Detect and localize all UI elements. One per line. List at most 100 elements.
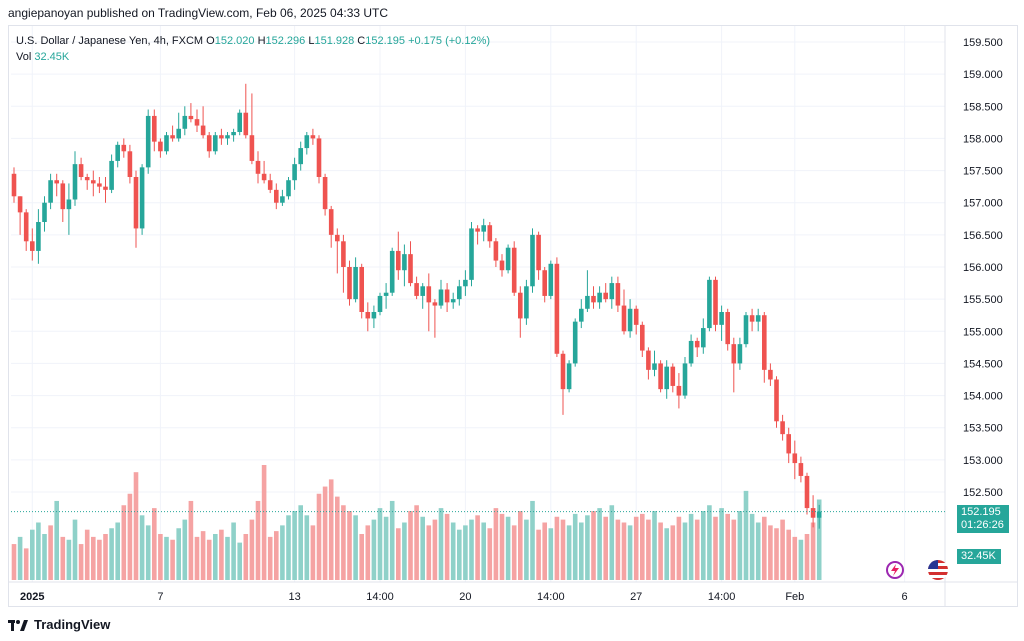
volume-bar (542, 522, 547, 580)
us-flag-icon[interactable] (928, 560, 948, 580)
volume-bar (30, 529, 35, 580)
volume-bar (566, 525, 572, 580)
volume-bar (426, 525, 432, 580)
candle-body (579, 308, 584, 322)
volume-bar (798, 539, 804, 580)
time-tick-label: Feb (785, 591, 804, 603)
candle-body (786, 434, 791, 454)
volume-bar (316, 493, 322, 580)
candle-body (231, 132, 236, 136)
volume-bar (298, 505, 303, 580)
candle-body (30, 241, 35, 251)
candle-body (109, 160, 114, 190)
price-tick-label: 157.500 (963, 166, 1003, 178)
candle-body (408, 254, 413, 284)
volume-value: 32.45K (34, 51, 70, 63)
candle-body (145, 115, 151, 168)
chart-panel[interactable]: 159.500 159.000 158.500 158.000 157.500 157.0… (8, 25, 1018, 607)
volume-bar (524, 519, 529, 580)
volume-bar (816, 499, 822, 580)
last-price-value: 152.195 (961, 506, 1001, 518)
volume-bar (158, 534, 163, 580)
candle-body (164, 135, 169, 152)
candle-body (121, 144, 127, 152)
volume-bar (414, 505, 419, 580)
candle-body (133, 177, 139, 229)
volume-bar (152, 508, 157, 580)
volume-bar (139, 515, 145, 580)
volume-bar (536, 529, 541, 580)
candle-body (158, 141, 163, 152)
volume-bar (804, 534, 810, 580)
high-value: 152.296 (265, 35, 306, 47)
volume-bar (432, 519, 438, 580)
volume-bar (719, 508, 724, 580)
volume-bar (286, 515, 291, 580)
candle-body (633, 308, 639, 325)
volume-bar (469, 519, 474, 580)
volume-bar (133, 472, 139, 580)
volume-bar (42, 534, 47, 580)
candle-body (243, 112, 249, 136)
candle-body (389, 250, 395, 293)
candle-body (450, 299, 456, 303)
volume-label: Vol (16, 51, 32, 63)
footer-brand[interactable]: TradingView (8, 617, 110, 632)
candle-body (627, 308, 633, 332)
volume-bar (36, 522, 41, 580)
candle-body (560, 353, 566, 390)
candle-body (103, 186, 108, 190)
candle-body (11, 173, 17, 197)
volume-bar (280, 525, 285, 580)
volume-bar (322, 486, 328, 580)
time-tick-label: 27 (630, 591, 642, 603)
candle-body (554, 263, 560, 354)
volume-bar (640, 513, 645, 580)
candle-body (152, 115, 157, 142)
volume-bar (438, 508, 444, 580)
price-tick-label: 153.500 (963, 423, 1003, 435)
symbol-name[interactable]: U.S. Dollar / Japanese Yen, 4h, FXCM (16, 35, 204, 47)
candle-body (426, 286, 432, 303)
low-label: L (308, 35, 315, 47)
candle-body (127, 151, 133, 177)
volume-bar (109, 528, 114, 580)
candle-body (652, 363, 657, 370)
volume-bar (371, 519, 377, 580)
time-tick-label: 13 (288, 591, 300, 603)
volume-bar (652, 511, 657, 580)
volume-bar (60, 536, 66, 580)
time-tick-label: 7 (157, 591, 163, 603)
volume-bar (457, 529, 462, 580)
volume-bar (267, 536, 273, 580)
bar-countdown: 01:26:26 (961, 519, 1004, 531)
volume-bar (664, 528, 669, 580)
candle-body (353, 267, 358, 300)
volume-bar (341, 505, 346, 580)
time-tick-label: 14:00 (366, 591, 394, 603)
volume-bar (603, 516, 608, 580)
last-price-tag: 152.195 01:26:26 (957, 505, 1009, 533)
volume-bar (585, 515, 590, 580)
volume-bar (304, 515, 310, 580)
volume-bar (225, 536, 230, 580)
candlestick-chart[interactable]: 159.500 159.000 158.500 158.000 157.500 157.0… (9, 26, 1017, 606)
volume-bar (554, 516, 560, 580)
volume-bar (682, 522, 688, 580)
volume-bar (518, 511, 523, 580)
candle-body (225, 135, 230, 139)
legend-ohlc-row: U.S. Dollar / Japanese Yen, 4h, FXCM O15… (16, 33, 490, 49)
candle-body (603, 292, 608, 300)
legend-volume-row: Vol 32.45K (16, 49, 490, 65)
volume-tag-value: 32.45K (961, 550, 996, 562)
volume-bar (609, 505, 615, 580)
volume-bar (450, 522, 456, 580)
candle-body (115, 144, 120, 161)
volume-bar (66, 539, 72, 580)
candle-body (743, 315, 749, 345)
time-tick-label: 20 (459, 591, 471, 603)
close-label: C (357, 35, 366, 47)
candle-body (402, 254, 407, 271)
lightning-icon[interactable] (886, 561, 904, 579)
candle-body (72, 164, 78, 200)
